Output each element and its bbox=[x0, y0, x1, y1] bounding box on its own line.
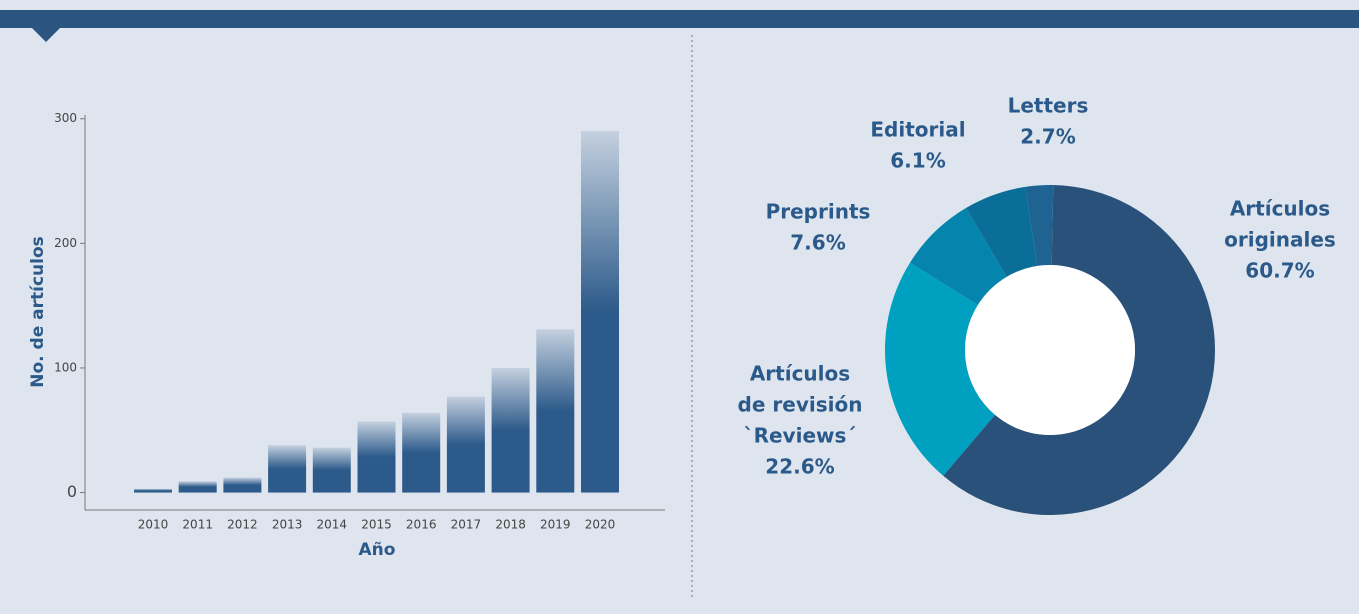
bar bbox=[178, 481, 217, 493]
x-tick-label: 2017 bbox=[451, 518, 482, 532]
x-tick-label: 2010 bbox=[138, 518, 169, 532]
slice-label: Artículos bbox=[1230, 197, 1330, 221]
slice-value-label: 22.6% bbox=[765, 455, 834, 479]
slice-label: Letters bbox=[1008, 94, 1089, 118]
slice-value-label: 7.6% bbox=[790, 231, 845, 255]
bar bbox=[446, 396, 485, 493]
slice-label: originales bbox=[1224, 228, 1336, 252]
x-tick-label: 2020 bbox=[585, 518, 616, 532]
y-tick-label: 0 bbox=[67, 482, 77, 501]
y-axis-label: No. de artículos bbox=[28, 236, 48, 388]
x-axis-label: Año bbox=[359, 540, 396, 560]
y-tick-label: 100 bbox=[54, 360, 77, 374]
y-tick-label: 300 bbox=[54, 111, 77, 125]
y-tick-label: 200 bbox=[54, 236, 77, 250]
slice-label: Artículos bbox=[750, 362, 850, 386]
x-tick-label: 2018 bbox=[495, 518, 526, 532]
top-band bbox=[0, 10, 1359, 28]
slice-label: de revisión bbox=[738, 393, 863, 417]
x-tick-label: 2012 bbox=[227, 518, 258, 532]
donut-slice bbox=[965, 186, 1038, 277]
x-tick-label: 2019 bbox=[540, 518, 571, 532]
slice-label: `Reviews´ bbox=[744, 424, 857, 448]
donut-slice bbox=[943, 185, 1216, 516]
x-tick-label: 2011 bbox=[182, 518, 213, 532]
slice-label: Editorial bbox=[870, 118, 965, 142]
bar bbox=[581, 131, 619, 493]
bar bbox=[134, 488, 172, 493]
slice-value-label: 2.7% bbox=[1020, 125, 1075, 149]
slice-label: Preprints bbox=[766, 200, 871, 224]
bar bbox=[536, 329, 575, 493]
x-tick-label: 2014 bbox=[317, 518, 348, 532]
bar bbox=[357, 421, 396, 493]
x-tick-label: 2013 bbox=[272, 518, 303, 532]
donut-slice bbox=[1025, 185, 1054, 266]
slice-value-label: 6.1% bbox=[890, 149, 945, 173]
slice-value-label: 60.7% bbox=[1245, 259, 1314, 283]
x-tick-label: 2016 bbox=[406, 518, 437, 532]
bar bbox=[402, 412, 441, 493]
x-tick-label: 2015 bbox=[361, 518, 392, 532]
donut-slice bbox=[909, 208, 1007, 306]
bar bbox=[223, 477, 262, 493]
notch bbox=[32, 28, 60, 42]
bar bbox=[312, 447, 351, 493]
bar bbox=[268, 445, 307, 493]
donut-hole bbox=[965, 265, 1135, 435]
donut-slice bbox=[885, 262, 995, 476]
bar bbox=[491, 367, 530, 493]
